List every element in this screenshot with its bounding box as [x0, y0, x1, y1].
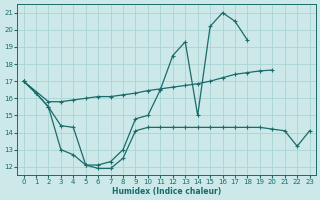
X-axis label: Humidex (Indice chaleur): Humidex (Indice chaleur) [112, 187, 221, 196]
